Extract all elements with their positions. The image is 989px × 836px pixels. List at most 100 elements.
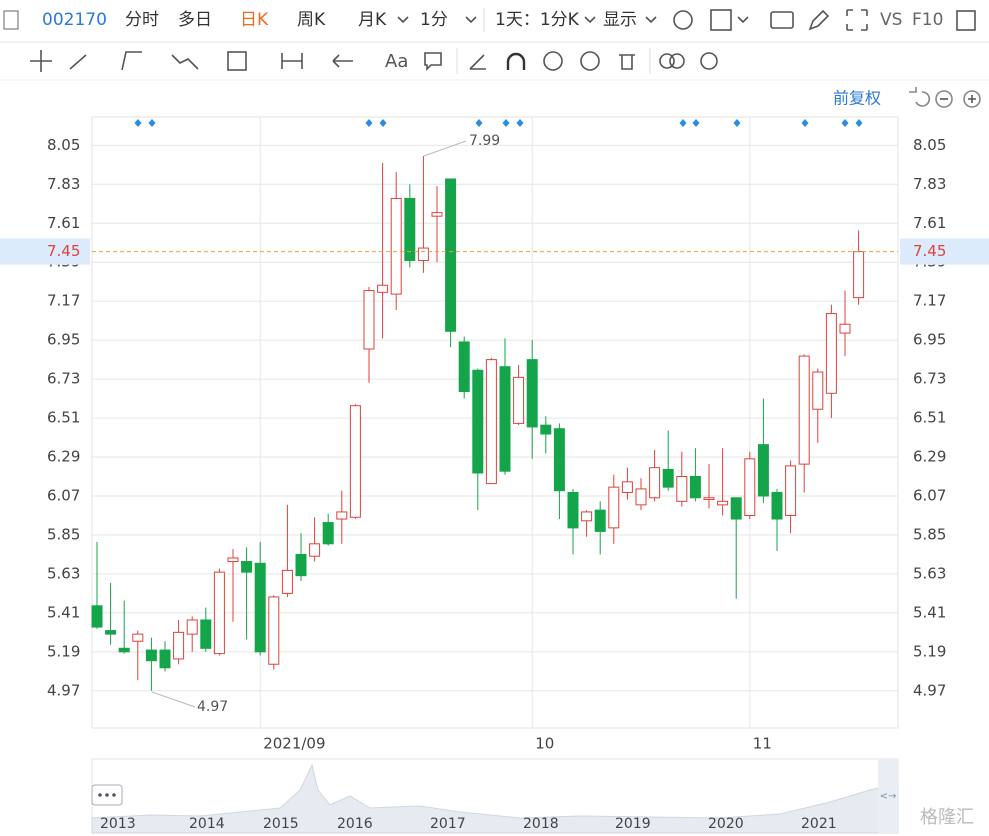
eye-tool[interactable] xyxy=(580,51,600,71)
wave-tool[interactable] xyxy=(171,54,199,70)
channel-tool[interactable] xyxy=(121,51,142,71)
candle-body xyxy=(159,649,171,669)
reset-icon[interactable] xyxy=(909,87,931,107)
event-marker xyxy=(148,119,156,127)
candle-body xyxy=(594,509,606,532)
candle-body xyxy=(363,290,375,350)
event-marker xyxy=(801,119,809,127)
candle-body xyxy=(540,424,552,435)
y-tick-label-right: 6.29 xyxy=(913,448,946,466)
last-price-box-right xyxy=(900,238,989,265)
fullscreen-icon[interactable] xyxy=(846,9,868,31)
hide-tool[interactable] xyxy=(543,51,563,71)
navigator-window[interactable] xyxy=(878,759,898,833)
candle-body xyxy=(662,468,674,488)
arrow-tool[interactable] xyxy=(332,54,353,68)
y-tick-label-right: 7.17 xyxy=(913,292,946,310)
measure-tool[interactable] xyxy=(281,53,303,69)
year-label: 2013 xyxy=(100,816,136,832)
panel-icon[interactable] xyxy=(956,10,976,31)
y-tick-label: 5.85 xyxy=(47,525,80,543)
y-tick-label: 6.29 xyxy=(47,448,80,466)
candle-body xyxy=(553,428,565,492)
adjust-button[interactable]: 前复权 xyxy=(833,89,881,108)
y-tick-label: 7.61 xyxy=(47,214,80,232)
y-tick-label-right: 5.85 xyxy=(913,525,946,543)
x-tick-label: 2021/09 xyxy=(263,735,325,753)
overlay-tool[interactable] xyxy=(669,53,685,69)
year-label: 2020 xyxy=(708,816,744,832)
candle-body xyxy=(567,491,579,529)
delete-tool[interactable] xyxy=(619,54,635,70)
y-tick-label-right: 6.95 xyxy=(913,331,946,349)
interval-select[interactable]: 1天：1分K xyxy=(495,10,580,30)
event-marker xyxy=(379,119,387,127)
candle-body xyxy=(472,369,484,474)
more-dots xyxy=(98,793,116,797)
pen-icon[interactable] xyxy=(808,9,830,31)
candle-body xyxy=(649,467,661,499)
settings-icon[interactable] xyxy=(673,10,693,30)
y-tick-label-right: 5.19 xyxy=(913,642,946,660)
zoom-out[interactable] xyxy=(935,90,953,108)
period-tab[interactable]: 月K xyxy=(358,10,387,30)
menu-icon[interactable] xyxy=(3,10,19,30)
line-tool[interactable] xyxy=(69,54,87,70)
candle-body xyxy=(717,500,729,506)
candle-body xyxy=(105,630,117,635)
year-axis: 2013 2014 2015 2016 2017 2018 2019 2020 2021 xyxy=(100,816,837,832)
x-tick-label: 10 xyxy=(535,735,554,753)
zoom-in[interactable] xyxy=(963,90,981,108)
max-label: 7.99 xyxy=(469,133,500,149)
y-tick-label: 5.41 xyxy=(47,603,80,621)
y-tick-label-right: 6.73 xyxy=(913,370,946,388)
event-marker xyxy=(502,119,510,127)
dropdown-arrow xyxy=(645,16,657,24)
year-label: 2018 xyxy=(523,816,559,832)
dropdown-arrow xyxy=(465,16,477,24)
stock-code[interactable]: 002170 xyxy=(42,10,107,30)
candle-body xyxy=(798,355,810,465)
period-tab[interactable]: 分时 xyxy=(125,10,159,30)
period-tab[interactable]: 1分 xyxy=(420,10,448,30)
fib-tool[interactable] xyxy=(227,51,247,71)
candle-body xyxy=(581,511,593,522)
note-tool[interactable] xyxy=(424,52,442,71)
move-tool[interactable] xyxy=(30,50,52,72)
candle-body xyxy=(295,553,307,577)
candle-body xyxy=(445,178,457,332)
period-tab-active[interactable]: 日K xyxy=(240,10,269,30)
candle-body xyxy=(227,557,239,563)
year-label: 2014 xyxy=(189,816,225,832)
navigator-handle[interactable]: <→ xyxy=(880,791,897,802)
candle-body xyxy=(254,562,266,653)
candle-body xyxy=(785,465,797,516)
candle-body xyxy=(309,543,321,557)
period-tab[interactable]: 多日 xyxy=(178,10,212,30)
color-icon[interactable] xyxy=(710,9,732,31)
last-price-label-right: 7.45 xyxy=(913,242,946,260)
event-marker xyxy=(692,119,700,127)
candle-body xyxy=(145,649,157,662)
vs-button[interactable]: VS xyxy=(880,10,902,30)
y-tick-label-right: 7.83 xyxy=(913,175,946,193)
candle-body xyxy=(458,341,470,393)
display-select[interactable]: 显示 xyxy=(603,10,637,30)
candle-body xyxy=(499,366,511,472)
lock-tool[interactable] xyxy=(506,52,526,70)
candle-body xyxy=(241,561,253,573)
year-label: 2015 xyxy=(263,816,299,832)
toolbar xyxy=(0,0,989,42)
overlay-tool[interactable] xyxy=(659,53,675,69)
camera-icon[interactable] xyxy=(770,11,794,29)
f10-button[interactable]: F10 xyxy=(912,10,943,30)
candle-body xyxy=(173,631,185,660)
tool-settings[interactable] xyxy=(700,52,718,70)
plot: 4.97 4.97 5.19 5.19 5.41 5.41 5.63 5.63 5.85 5.85… xyxy=(0,117,989,753)
period-tab[interactable]: 周K xyxy=(297,10,326,30)
text-tool[interactable]: Aa xyxy=(385,51,408,72)
candle-body xyxy=(825,313,837,394)
last-price-label: 7.45 xyxy=(47,242,80,260)
magnet-tool[interactable] xyxy=(469,54,486,70)
